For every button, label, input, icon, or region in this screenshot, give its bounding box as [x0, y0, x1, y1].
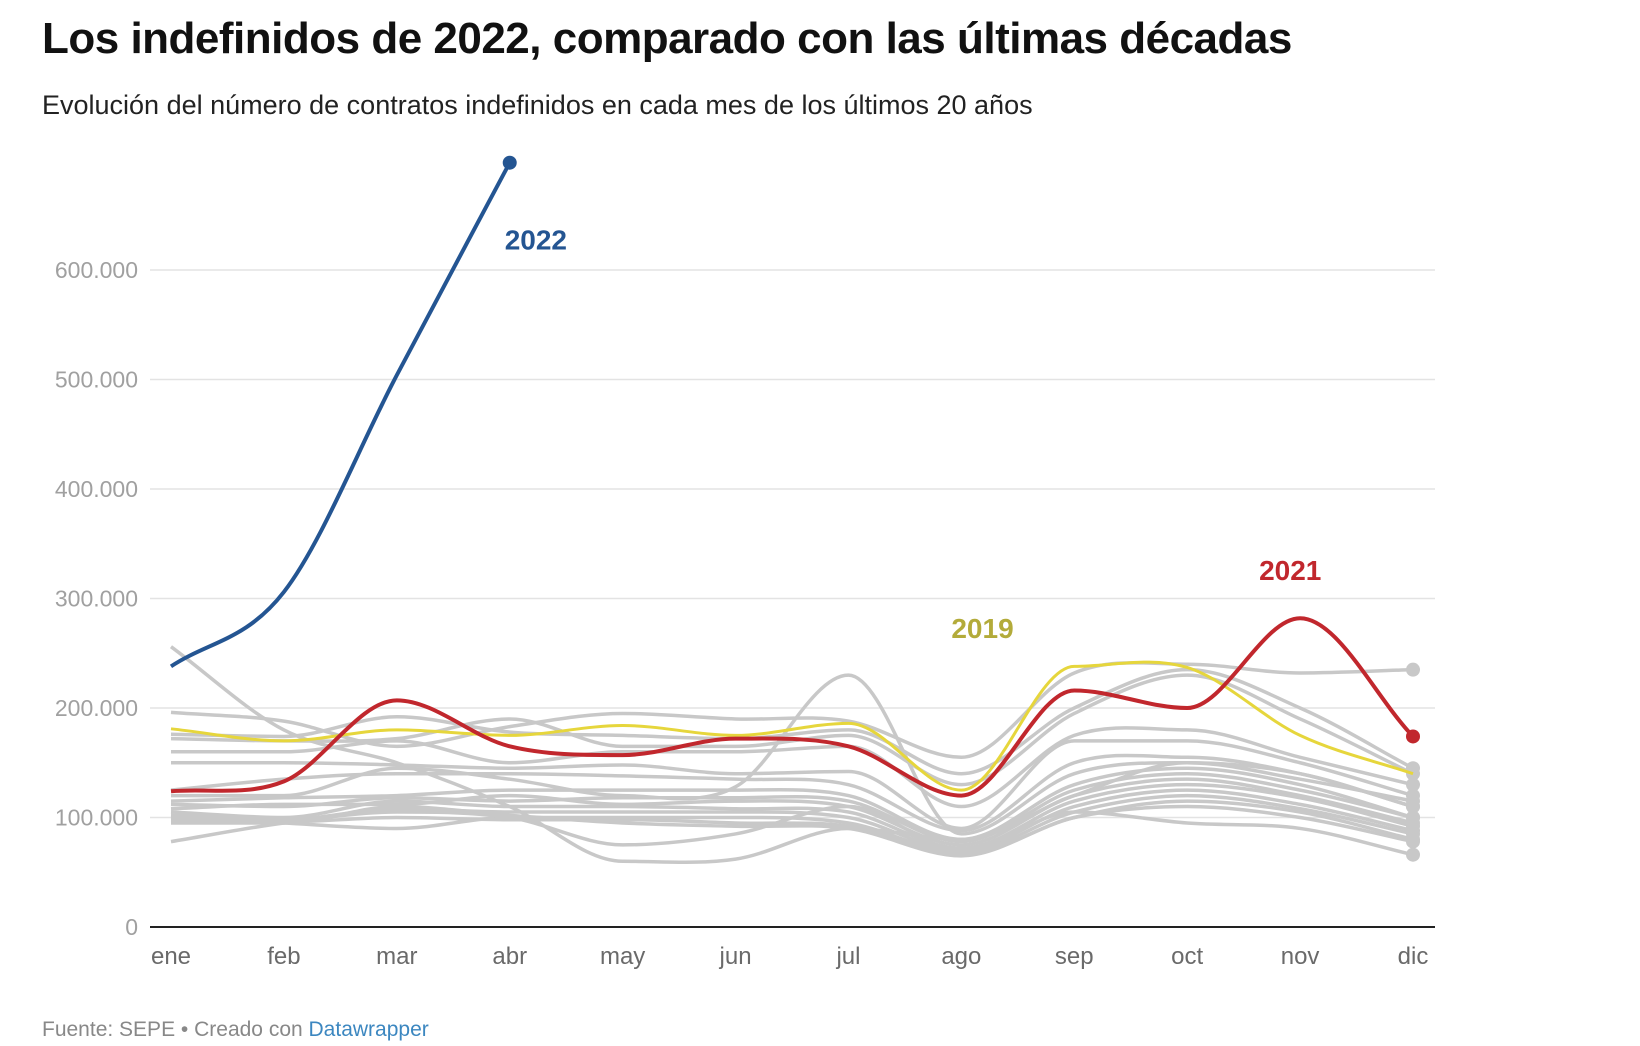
series-label-2021: 2021: [1259, 555, 1321, 586]
series-line-gris-9: [170, 766, 1414, 842]
chart-subtitle: Evolución del número de contratos indefi…: [42, 90, 1033, 120]
series-line-gris-6: [171, 739, 1414, 831]
y-tick-label: 200.000: [55, 695, 138, 721]
datawrapper-link[interactable]: Datawrapper: [308, 1018, 429, 1041]
series-line-gris-5: [170, 726, 1414, 809]
series-line-2021: [170, 616, 1415, 798]
series-line-gris-16: [171, 804, 1414, 858]
series-endpoint-2021: [1406, 729, 1420, 744]
series-line-gris-12: [170, 782, 1414, 850]
series-line-gris-10: [170, 771, 1414, 844]
series-line-gris-3: [170, 667, 1414, 776]
series-endpoint-gris-2: [1406, 662, 1420, 677]
y-tick-label: 0: [125, 914, 138, 940]
series-line-2022: [169, 161, 512, 669]
x-axis-ticks: ene feb mar abr may jun jul ago sep oct nov dic: [151, 943, 1428, 970]
series-line-gris-8: [170, 673, 1414, 836]
x-tick-label: feb: [267, 943, 300, 970]
x-tick-label: nov: [1281, 943, 1320, 970]
y-tick-label: 600.000: [55, 257, 138, 283]
series-labels: 2022 2019 2021: [505, 225, 1322, 644]
series-line-gris-15: [170, 799, 1414, 857]
y-tick-label: 500.000: [55, 367, 138, 393]
chart-footer: Fuente: SEPE • Creado con Datawrapper: [42, 1018, 429, 1042]
series-endpoint-gris-8: [1406, 794, 1420, 809]
line-chart: 0 100.000 200.000 300.000 400.000 500.000 600.…: [55, 155, 1435, 970]
series-endpoint-gris-17: [1406, 847, 1420, 862]
series-line-gris-2: [170, 660, 1414, 760]
y-tick-label: 300.000: [55, 586, 138, 612]
series-line-gris-13: [170, 788, 1414, 853]
x-tick-label: may: [600, 943, 645, 970]
series-endpoint-2022: [502, 155, 517, 170]
x-tick-label: abr: [492, 943, 527, 970]
source-label: Fuente: SEPE: [42, 1018, 176, 1041]
x-tick-label: sep: [1055, 943, 1094, 970]
y-axis-ticks: 0 100.000 200.000 300.000 400.000 500.000 600.…: [55, 257, 138, 940]
series-line-gris-7: [170, 753, 1414, 833]
x-tick-label: dic: [1398, 943, 1429, 970]
created-with-label: Creado con: [194, 1018, 309, 1041]
x-tick-label: jul: [835, 943, 860, 970]
series-label-2022: 2022: [505, 225, 567, 256]
series-line-2019: [170, 660, 1414, 792]
series-line-gris-4: [170, 673, 1414, 787]
series-line-gris-11: [170, 777, 1414, 847]
y-tick-label: 100.000: [55, 805, 138, 831]
highlighted-series: [169, 155, 1420, 798]
series-label-2019: 2019: [951, 613, 1013, 644]
separator: •: [175, 1018, 195, 1041]
series-endpoint-gris-16: [1406, 834, 1420, 849]
x-tick-label: oct: [1171, 943, 1203, 970]
y-tick-label: 400.000: [55, 476, 138, 502]
background-series: [169, 645, 1420, 865]
x-tick-label: mar: [376, 943, 417, 970]
x-tick-label: ene: [151, 943, 191, 970]
x-tick-label: jun: [719, 943, 752, 970]
series-line-gris-1: [169, 645, 1414, 865]
series-line-gris-17: [170, 804, 1414, 857]
x-tick-label: ago: [941, 943, 981, 970]
series-endpoint-gris-5: [1406, 777, 1420, 792]
chart-title: Los indefinidos de 2022, comparado con l…: [42, 14, 1292, 63]
series-line-gris-14: [170, 793, 1414, 855]
